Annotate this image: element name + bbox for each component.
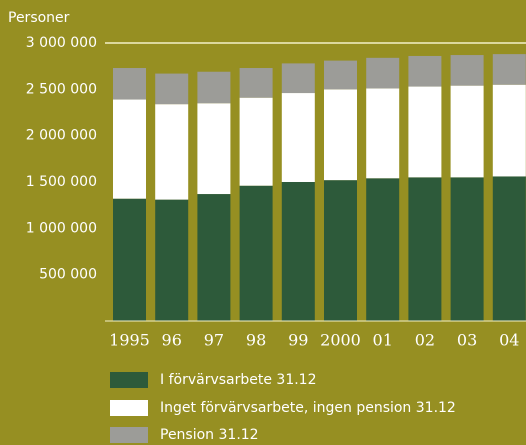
bar-segment [324, 60, 357, 90]
bar-segment [366, 57, 400, 89]
bar-segment [492, 84, 526, 177]
bar-segment [450, 177, 484, 321]
bar-segment [408, 177, 442, 321]
bar-segment [113, 68, 146, 100]
legend-label: Inget förvärvsarbete, ingen pension 31.1… [160, 400, 456, 416]
bar-segment [450, 55, 484, 86]
y-tick-label: 2 500 000 [26, 81, 97, 97]
bar-segment [239, 185, 273, 321]
x-tick-label: 2000 [320, 331, 361, 350]
bar-segment [281, 63, 315, 94]
bar-segment [197, 103, 231, 195]
bar-segment [408, 86, 442, 178]
y-tick-label: 1 000 000 [26, 220, 97, 236]
legend-swatch [110, 400, 148, 416]
bar-segment [113, 99, 146, 199]
bar-segment [492, 54, 526, 85]
bar-segment [324, 89, 357, 181]
x-tick-label: 98 [246, 331, 266, 350]
bar-segment [197, 194, 231, 321]
x-tick-label: 96 [162, 331, 182, 350]
legend-swatch [110, 372, 148, 388]
x-tick-label: 97 [204, 331, 224, 350]
x-tick-label: 01 [373, 331, 393, 350]
legend-label: Pension 31.12 [160, 427, 259, 443]
bar-segment [492, 176, 526, 321]
bar-segment [281, 182, 315, 321]
y-tick-label: 2 000 000 [26, 128, 97, 144]
bar-segment [113, 198, 146, 321]
y-tick-label: 3 000 000 [26, 35, 97, 51]
bar-segment [155, 104, 189, 200]
bar-segment [408, 55, 442, 87]
bar-segment [197, 71, 231, 104]
x-tick-label: 04 [499, 331, 519, 350]
x-tick-label: 03 [457, 331, 477, 350]
x-tick-label: 99 [288, 331, 308, 350]
y-tick-label: 500 000 [39, 267, 97, 283]
bar-segment [366, 178, 400, 321]
bar-segment [155, 73, 189, 105]
bar-segment [155, 199, 189, 321]
bar-segment [324, 180, 357, 321]
bar-segment [239, 97, 273, 186]
bar-segment [450, 85, 484, 178]
legend-label: I förvärvsarbete 31.12 [160, 372, 317, 388]
legend-swatch [110, 427, 148, 443]
x-tick-label: 1995 [109, 331, 150, 350]
bar-segment [281, 93, 315, 182]
bar-segment [366, 88, 400, 179]
y-tick-label: 1 500 000 [26, 174, 97, 190]
y-axis-label: Personer [8, 10, 70, 26]
bar-segment [239, 68, 273, 98]
x-tick-label: 02 [415, 331, 435, 350]
